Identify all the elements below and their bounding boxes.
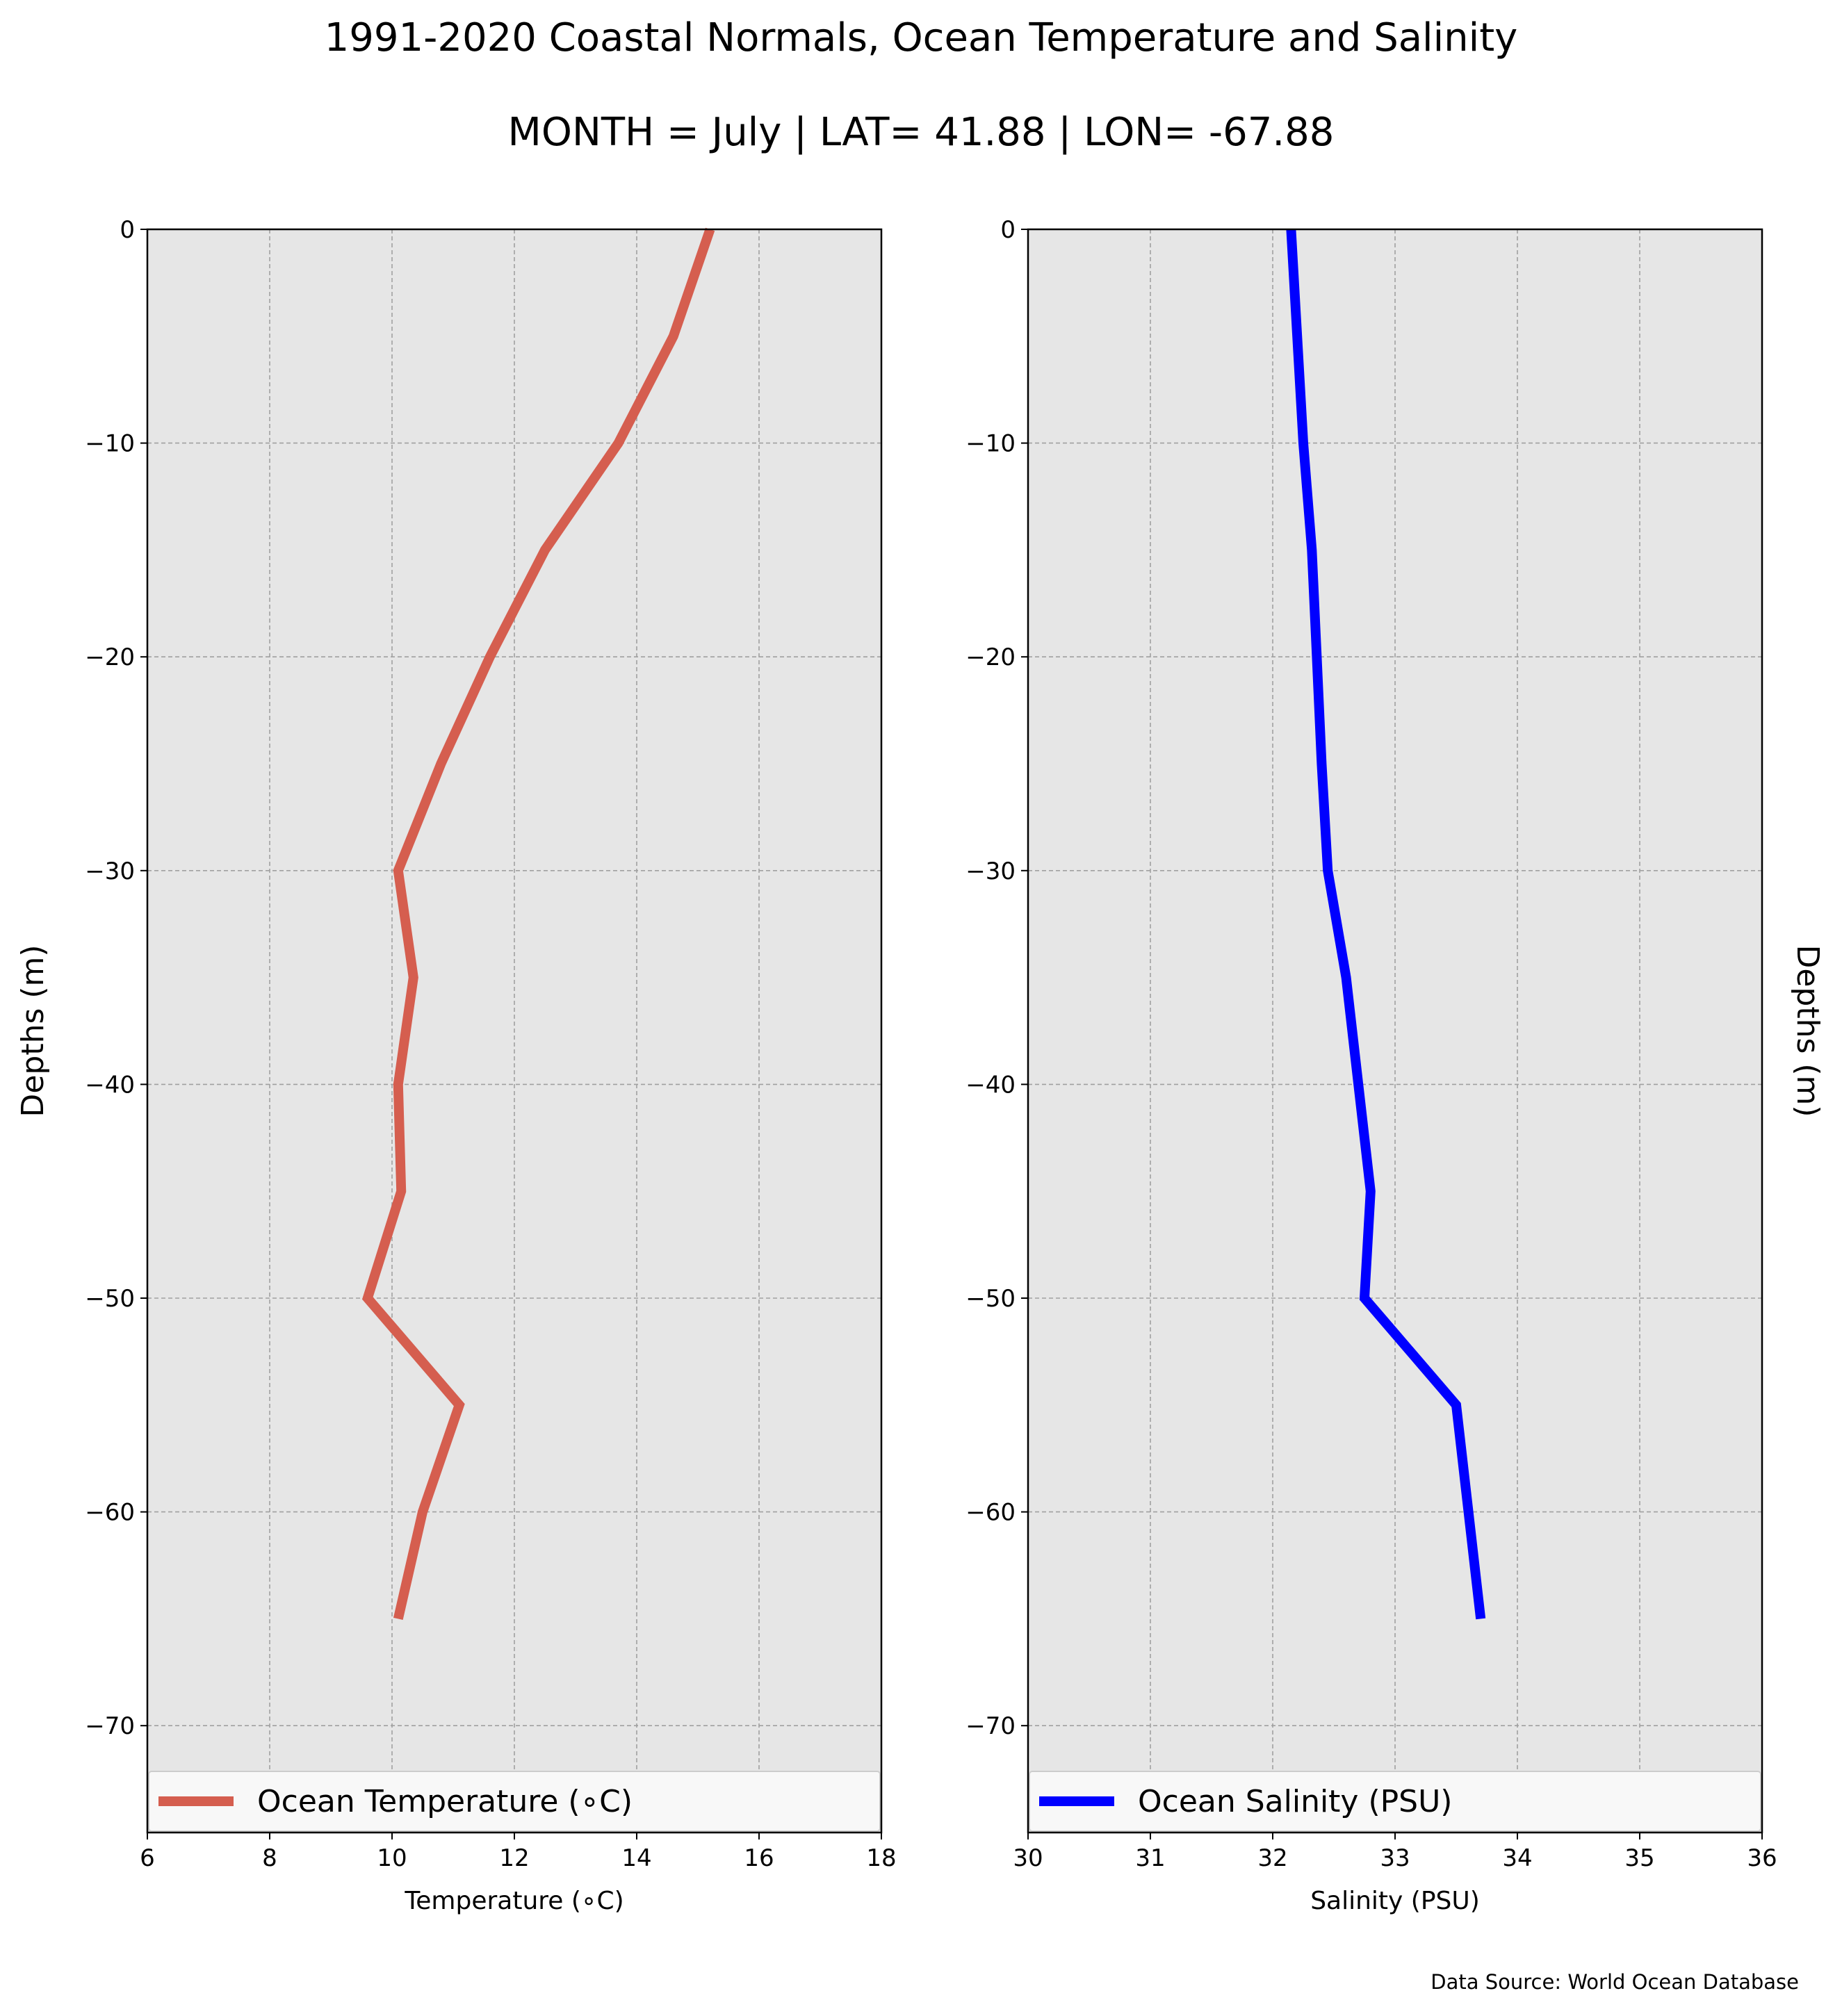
- temperature-x-axis-label: Temperature (∘C): [404, 1887, 623, 1915]
- chart-title: 1991-2020 Coastal Normals, Ocean Tempera…: [324, 15, 1518, 60]
- salinity-x-tick-label: 32: [1257, 1844, 1287, 1872]
- temperature-legend: [148, 1771, 881, 1832]
- salinity-legend-label: Ocean Salinity (PSU): [1138, 1784, 1452, 1819]
- temperature-x-tick-label: 14: [621, 1844, 651, 1872]
- temperature-y-tick-label: −10: [85, 430, 135, 458]
- salinity-x-tick-label: 35: [1624, 1844, 1654, 1872]
- temperature-series-line: [361, 227, 715, 1620]
- temperature-x-tick-label: 10: [377, 1844, 407, 1872]
- salinity-y-tick-label: −10: [965, 430, 1016, 458]
- temperature-x-tick-label: 18: [866, 1844, 896, 1872]
- salinity-y-tick-label: 0: [1000, 216, 1016, 244]
- salinity-y-axis-label: Depths (m): [1790, 944, 1825, 1117]
- salinity-x-tick-label: 33: [1380, 1844, 1410, 1872]
- temperature-x-tick-label: 16: [744, 1844, 774, 1872]
- temperature-y-tick-label: −70: [85, 1712, 135, 1740]
- salinity-y-tick-label: −20: [965, 644, 1016, 671]
- salinity-x-tick-label: 36: [1747, 1844, 1777, 1872]
- temperature-panel: 6 8 10 12 14 16 18 0 −10 −20 −30 −40 −50 −60 −70 Ocean …: [15, 216, 897, 1915]
- salinity-x-tick-label: 31: [1135, 1844, 1165, 1872]
- temperature-legend-label: Ocean Temperature (∘C): [257, 1784, 633, 1819]
- salinity-panel: 30 31 32 33 34 35 36 0 −10 −20 −30 −40 −50 −60 −70 Ocea…: [965, 216, 1825, 1915]
- salinity-y-tick-label: −70: [965, 1712, 1016, 1740]
- salinity-y-tick-label: −30: [965, 858, 1016, 885]
- temperature-y-tick-label: −30: [85, 858, 135, 885]
- salinity-y-tick-label: −40: [965, 1071, 1016, 1099]
- data-source-note: Data Source: World Ocean Database: [1431, 1970, 1799, 1994]
- salinity-legend: [1029, 1771, 1761, 1832]
- temperature-axes-frame: [146, 228, 883, 1834]
- salinity-x-tick-label: 34: [1502, 1844, 1532, 1872]
- temperature-y-tick-label: −40: [85, 1071, 135, 1099]
- temperature-y-tick-label: −60: [85, 1499, 135, 1527]
- temperature-y-tick-label: 0: [120, 216, 135, 244]
- temperature-x-tick-label: 6: [140, 1844, 155, 1872]
- salinity-y-tick-label: −60: [965, 1499, 1016, 1527]
- temperature-y-tick-label: −20: [85, 644, 135, 671]
- temperature-x-tick-label: 12: [499, 1844, 529, 1872]
- temperature-y-tick-label: −50: [85, 1285, 135, 1313]
- salinity-y-tick-label: −50: [965, 1285, 1016, 1313]
- temperature-y-axis-label: Depths (m): [15, 944, 51, 1117]
- temperature-x-tick-label: 8: [262, 1844, 277, 1872]
- chart-subtitle: MONTH = July | LAT= 41.88 | LON= -67.88: [507, 110, 1335, 155]
- salinity-x-tick-label: 30: [1013, 1844, 1043, 1872]
- salinity-series-line: [1286, 229, 1486, 1620]
- salinity-x-axis-label: Salinity (PSU): [1310, 1887, 1480, 1915]
- salinity-axes-frame: [1027, 228, 1763, 1834]
